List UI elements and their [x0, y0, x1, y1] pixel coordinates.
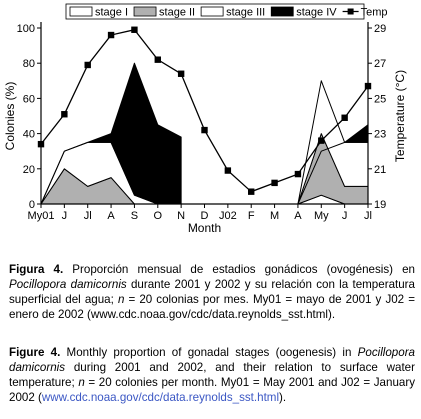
y-tick-label-40: 40 [23, 129, 35, 141]
temp-point-O [154, 56, 161, 63]
legend-swatch-stage-iii [200, 6, 224, 17]
caption-es-text-1: Proporción mensual de estadios gonádicos… [63, 263, 415, 276]
area-stage-iv-1 [40, 62, 182, 205]
legend-label-stage-i: stage I [95, 7, 128, 19]
temp-point-Jl [84, 61, 91, 69]
temp-point-J [341, 114, 348, 121]
y-tick-label-0: 0 [29, 199, 35, 211]
x-tick-label-14: Jl [364, 210, 372, 222]
caption-es-text-3: = 20 colonias por mes. My01 = mayo de 20… [9, 293, 415, 322]
temp-point-F [248, 188, 255, 195]
x-tick-label-6: N [177, 210, 185, 222]
temp-point-N [177, 70, 185, 77]
y-right-tick-label-21: 21 [374, 164, 386, 176]
caption-es-species: Pocillopora damicornis [9, 278, 127, 292]
y-axis-title: Colonies (%) [3, 82, 17, 151]
y-tick-label-80: 80 [23, 58, 35, 70]
x-tick-label-1: J [62, 210, 68, 222]
caption-en-text-1: Monthly proportion of gonadal stages (oo… [60, 346, 358, 359]
legend-swatch-stage-i [69, 6, 93, 17]
caption-es-n: n [117, 293, 125, 307]
x-tick-label-7: D [201, 210, 209, 222]
temp-point-S [131, 26, 138, 33]
caption-spanish: Figura 4. Proporción mensual de estadios… [9, 262, 415, 322]
x-tick-label-13: J [342, 210, 348, 222]
temp-point-D [201, 126, 208, 134]
x-tick-label-4: S [131, 210, 138, 222]
caption-english: Figure 4. Monthly proportion of gonadal … [9, 345, 415, 405]
temp-point-M [271, 179, 278, 187]
x-tick-label-9: F [248, 210, 255, 222]
x-tick-label-8: J02 [219, 210, 237, 222]
y-right-tick-label-23: 23 [374, 129, 386, 141]
x-tick-label-5: O [154, 210, 163, 222]
y-tick-label-20: 20 [23, 164, 35, 176]
caption-en-label: Figure 4. [9, 346, 61, 359]
y-right-tick-label-27: 27 [374, 58, 386, 70]
caption-en-species: Pocillopora damicornis [9, 346, 415, 375]
caption-es-label: Figura 4. [9, 263, 64, 276]
caption-en-text-3: = 20 colonies per month. My01 = May 2001… [9, 376, 415, 405]
caption-en-link[interactable]: www.cdc.noaa.gov/cdc/data.reynolds_sst.h… [41, 391, 280, 405]
x-tick-label-11: A [294, 210, 302, 222]
temp-point-My [318, 137, 325, 144]
x-tick-label-3: A [107, 210, 115, 222]
legend-label-stage-ii: stage II [159, 7, 195, 19]
caption-en-text-4: ). [279, 391, 287, 405]
temp-point-J02 [224, 167, 232, 174]
y-right-tick-label-25: 25 [374, 93, 386, 105]
y-tick-label-60: 60 [23, 93, 35, 105]
caption-en-n: n [78, 376, 85, 390]
legend-marker-temp [347, 8, 354, 15]
y-right-tick-label-19: 19 [374, 199, 386, 211]
legend-swatch-stage-iv [270, 6, 294, 17]
temp-point-J [61, 111, 68, 118]
caption-en-text-2: during 2001 and 2002, and their relation… [9, 361, 415, 390]
temp-point-A [107, 31, 115, 39]
y-axis-right-title: Temperature (°C) [393, 70, 407, 162]
gonadal-stage-chart: 0 20 40 60 80 100 19 21 23 25 27 29 My01 J Jl A S O N D J02 F… [3, 3, 407, 235]
x-tick-label-0: My01 [28, 210, 55, 222]
y-tick-label-100: 100 [17, 23, 35, 35]
caption-es-text-2: durante 2001 y 2002 y su relación con la… [9, 278, 415, 307]
legend-label-stage-iv: stage IV [296, 7, 337, 19]
x-tick-label-10: M [270, 210, 279, 222]
y-right-tick-label-29: 29 [374, 23, 386, 35]
x-tick-label-12: My [314, 210, 329, 222]
x-axis-title: Month [188, 221, 221, 235]
temp-point-A [294, 170, 302, 178]
legend-swatch-stage-ii [133, 6, 157, 17]
legend-label-temp: Temp [361, 7, 388, 19]
x-tick-label-2: Jl [84, 210, 92, 222]
legend-label-stage-iii: stage III [226, 7, 265, 19]
